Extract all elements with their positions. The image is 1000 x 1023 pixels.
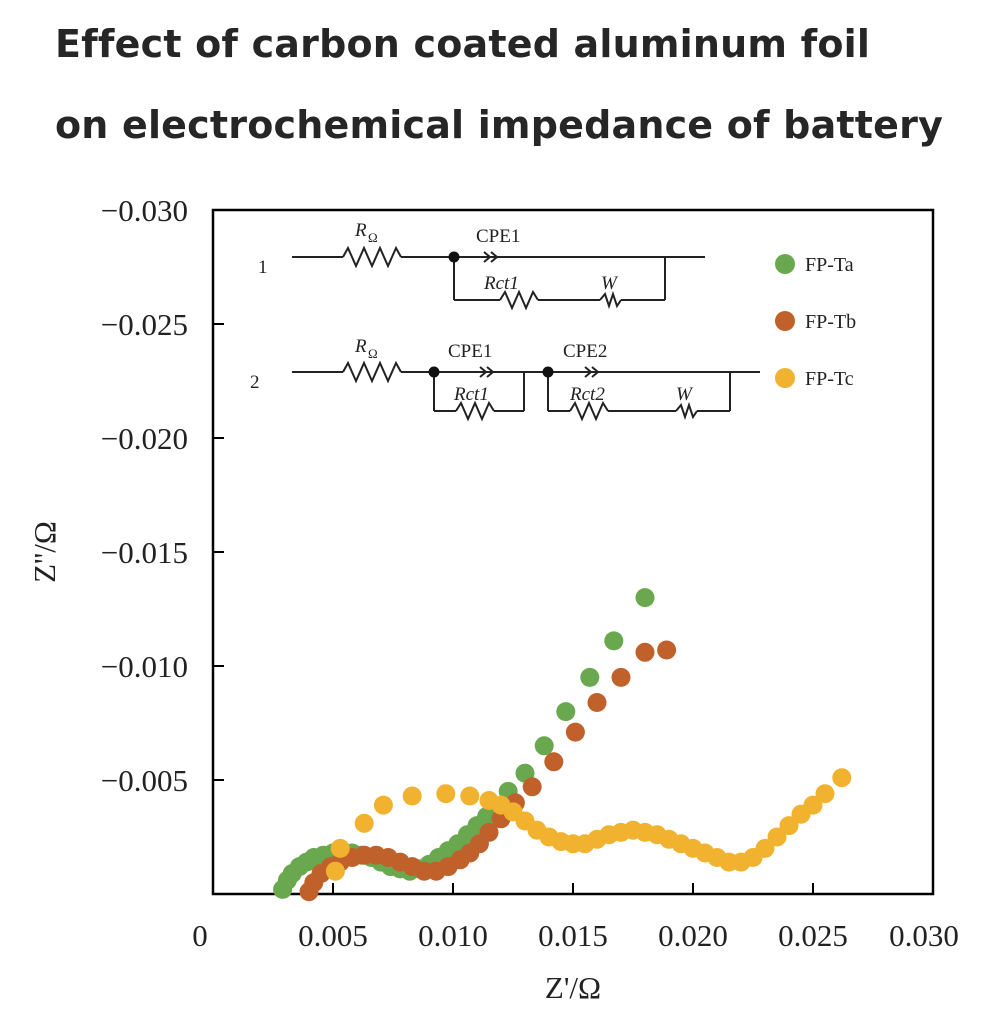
- data-point-fp-tc: [832, 768, 852, 788]
- y-tick-label: −0.020: [101, 421, 188, 456]
- data-point-fp-tc: [755, 838, 775, 858]
- y-tick-label: −0.030: [101, 193, 188, 228]
- data-point-fp-tb: [522, 777, 542, 797]
- x-tick-label: 0.030: [889, 918, 959, 953]
- y-axis-label: Z''/Ω: [27, 521, 62, 583]
- circuit-2-r-label: R: [354, 336, 367, 357]
- legend-label: FP-Tc: [805, 368, 854, 390]
- data-point-fp-tb: [611, 667, 631, 687]
- x-tick-label: 0.005: [298, 918, 368, 953]
- legend-label: FP-Ta: [805, 254, 854, 276]
- legend-marker: [775, 254, 795, 274]
- legend-label: FP-Tb: [805, 311, 856, 333]
- x-tick-label: 0.010: [418, 918, 488, 953]
- circuit-2-cpe1-label: CPE1: [448, 341, 492, 362]
- data-point-fp-ta: [635, 588, 655, 608]
- data-points: [273, 588, 852, 902]
- x-tick-marks: [332, 883, 814, 894]
- data-point-fp-tc: [767, 827, 787, 847]
- data-point-fp-tb: [635, 642, 655, 662]
- data-point-fp-tc: [779, 816, 799, 836]
- circuit-2-w-label: W: [676, 384, 694, 405]
- x-tick-label: 0: [192, 918, 208, 953]
- y-tick-label: −0.025: [101, 307, 188, 342]
- circuit-1-label: 1: [258, 257, 268, 278]
- chart-title-line-1: Effect of carbon coated aluminum foil: [55, 22, 871, 66]
- data-point-fp-tc: [436, 784, 456, 804]
- data-point-fp-ta: [534, 736, 554, 756]
- circuit-node: [448, 251, 460, 263]
- y-tick-label: −0.005: [101, 763, 188, 798]
- data-point-fp-ta: [604, 631, 624, 651]
- data-point-fp-tb: [544, 752, 564, 772]
- data-point-fp-tb: [657, 640, 677, 660]
- data-point-fp-tb: [565, 722, 585, 742]
- y-tick-label: −0.010: [101, 649, 188, 684]
- legend: FP-Ta FP-Tb FP-Tc: [775, 254, 856, 390]
- data-point-fp-tc: [815, 784, 835, 804]
- circuit-2-rct2-label: Rct2: [569, 384, 605, 405]
- x-axis-label: Z'/Ω: [545, 970, 601, 1005]
- equivalent-circuit-2: [292, 360, 760, 422]
- circuit-1-cpe1-label: CPE1: [476, 226, 520, 247]
- data-point-fp-tc: [325, 861, 345, 881]
- data-point-fp-ta: [556, 702, 576, 722]
- data-point-fp-tc: [402, 786, 422, 806]
- circuit-2-cpe2-label: CPE2: [563, 341, 607, 362]
- circuit-node: [428, 366, 440, 378]
- y-tick-marks: [213, 323, 224, 781]
- circuit-1-r-subscript: Ω: [368, 230, 378, 245]
- data-point-fp-tc: [330, 838, 350, 858]
- data-point-fp-tb: [479, 822, 499, 842]
- data-point-fp-tb: [587, 693, 607, 712]
- circuit-node: [542, 366, 554, 378]
- y-tick-label: −0.015: [101, 535, 188, 570]
- circuit-2-rct1-label: Rct1: [453, 384, 489, 405]
- data-point-fp-tc: [373, 795, 393, 815]
- data-point-fp-ta: [580, 667, 600, 687]
- x-tick-label: 0.025: [778, 918, 848, 953]
- data-point-fp-tc: [354, 813, 374, 833]
- chart-title-line-2: on electrochemical impedance of battery: [55, 103, 944, 147]
- legend-marker: [775, 368, 795, 388]
- circuit-1-r-label: R: [354, 220, 367, 241]
- circuit-1-rct1-label: Rct1: [483, 273, 519, 294]
- circuit-1-w-label: W: [601, 273, 619, 294]
- circuit-2-label: 2: [250, 372, 260, 393]
- x-tick-label: 0.020: [658, 918, 728, 953]
- legend-marker: [775, 311, 795, 331]
- circuit-2-r-subscript: Ω: [368, 346, 378, 361]
- data-point-fp-tc: [803, 795, 823, 815]
- data-point-fp-tc: [460, 786, 480, 806]
- x-tick-label: 0.015: [538, 918, 608, 953]
